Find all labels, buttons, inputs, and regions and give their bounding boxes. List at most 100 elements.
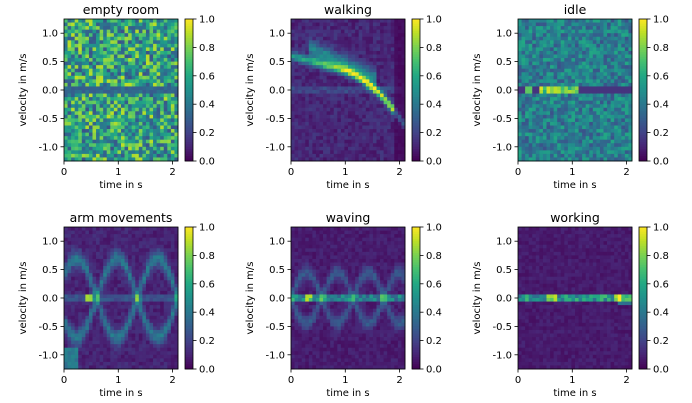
heatmap-cell	[394, 90, 399, 94]
colorbar-segment	[412, 45, 420, 48]
heatmap-cell	[110, 273, 115, 278]
heatmap-cell	[135, 104, 140, 109]
heatmap-cell	[103, 227, 108, 231]
heatmap-cell	[340, 97, 345, 102]
heatmap-cell	[539, 143, 544, 148]
heatmap-cell	[121, 326, 125, 331]
heatmap-cell	[121, 241, 125, 246]
heatmap-cell	[369, 43, 374, 48]
heatmap-cell	[589, 26, 594, 31]
heatmap-cell	[337, 121, 342, 126]
heatmap-cell	[308, 61, 313, 66]
y-tick-label: -1.0	[492, 142, 512, 153]
heatmap-cell	[308, 118, 313, 123]
heatmap-cell	[170, 19, 175, 23]
heatmap-cell	[156, 157, 161, 162]
heatmap-cell	[106, 358, 111, 363]
heatmap-cell	[74, 143, 79, 148]
colorbar-segment	[639, 113, 647, 117]
heatmap-cell	[383, 33, 388, 38]
heatmap-cell	[110, 248, 115, 253]
heatmap-cell	[96, 125, 101, 130]
heatmap-cell	[170, 121, 175, 126]
colorbar-tick-label: 0.8	[653, 43, 669, 54]
heatmap-cell	[319, 61, 324, 66]
heatmap-cell	[149, 153, 154, 158]
heatmap-cell	[174, 121, 179, 126]
heatmap-cell	[333, 97, 338, 102]
heatmap-cell	[326, 129, 331, 133]
heatmap-cell	[110, 329, 115, 334]
heatmap-cell	[323, 43, 328, 48]
heatmap-cell	[85, 107, 90, 112]
heatmap-cell	[92, 143, 97, 148]
heatmap-cell	[521, 129, 526, 133]
heatmap-cell	[560, 65, 565, 70]
heatmap-cell	[92, 150, 97, 155]
heatmap-cell	[110, 75, 115, 80]
heatmap-cell	[553, 157, 558, 162]
heatmap-cell	[78, 280, 83, 285]
heatmap-cell	[528, 19, 533, 23]
heatmap-cell	[145, 43, 150, 48]
heatmap-cell	[124, 111, 129, 116]
heatmap-cell	[294, 153, 299, 158]
heatmap-cell	[383, 86, 388, 91]
heatmap-cell	[294, 93, 299, 98]
heatmap-cell	[99, 354, 104, 359]
heatmap-cell	[326, 136, 331, 141]
heatmap-cell	[124, 340, 129, 345]
heatmap-cell	[131, 248, 136, 253]
heatmap-cell	[372, 22, 377, 27]
heatmap-cell	[390, 19, 395, 23]
heatmap-cell	[145, 150, 150, 155]
heatmap-cell	[560, 36, 565, 41]
heatmap-cell	[333, 150, 338, 155]
heatmap-cell	[521, 65, 526, 70]
heatmap-cell	[170, 40, 175, 45]
heatmap-cell	[372, 139, 377, 144]
heatmap-cell	[560, 107, 565, 112]
heatmap-cell	[121, 308, 125, 313]
heatmap-cell	[365, 79, 370, 84]
heatmap-cell	[560, 26, 565, 31]
heatmap-cell	[64, 43, 68, 48]
heatmap-cell	[539, 75, 544, 80]
heatmap-cell	[603, 50, 608, 55]
heatmap-cell	[67, 358, 72, 363]
heatmap-cell	[380, 118, 385, 123]
heatmap-cell	[64, 139, 68, 144]
colorbar-segment	[639, 37, 647, 41]
heatmap-cell	[81, 294, 86, 299]
heatmap-cell	[539, 146, 544, 151]
heatmap-cell	[592, 97, 597, 102]
heatmap-cell	[113, 251, 118, 256]
heatmap-cell	[149, 121, 154, 126]
heatmap-cell	[624, 33, 629, 38]
heatmap-cell	[110, 100, 115, 105]
colorbar-segment	[412, 151, 420, 155]
heatmap-cell	[312, 97, 317, 102]
y-axis-label: velocity in m/s	[18, 54, 29, 127]
heatmap-cell	[394, 82, 399, 87]
heatmap-cell	[567, 61, 572, 66]
heatmap-cell	[170, 146, 175, 151]
heatmap-cell	[103, 40, 108, 45]
colorbar-segment	[412, 59, 420, 62]
heatmap-cell	[153, 143, 158, 148]
heatmap-cell	[624, 75, 629, 80]
heatmap-cell	[291, 29, 295, 34]
heatmap-cell	[96, 351, 101, 356]
heatmap-cell	[78, 146, 83, 151]
heatmap-cell	[305, 136, 310, 141]
heatmap-cell	[582, 86, 587, 91]
heatmap-cell	[394, 118, 399, 123]
heatmap-cell	[603, 153, 608, 158]
heatmap-cell	[121, 33, 125, 38]
heatmap-cell	[348, 121, 352, 126]
heatmap-cell	[85, 287, 90, 292]
heatmap-cell	[153, 26, 158, 31]
colorbar-segment	[412, 139, 420, 143]
heatmap-cell	[167, 97, 172, 102]
heatmap-cell	[546, 40, 551, 45]
